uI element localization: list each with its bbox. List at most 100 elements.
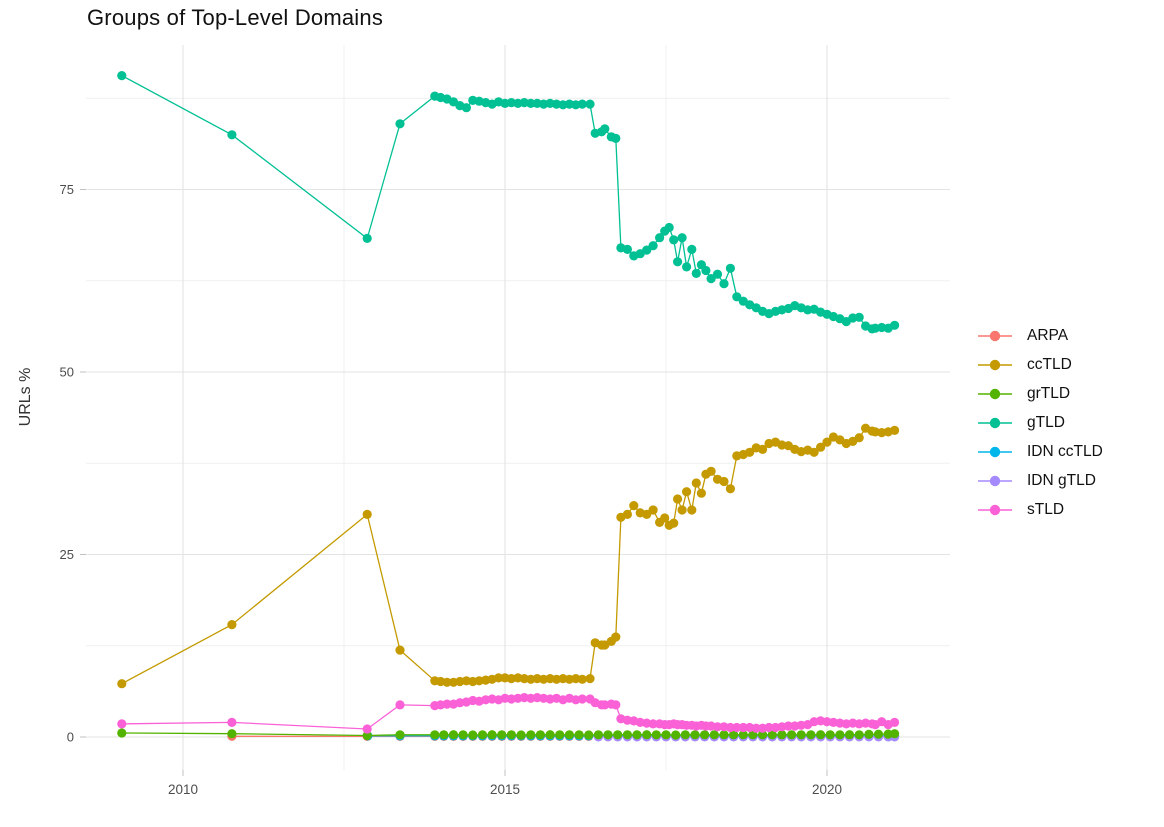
legend-key-icon: [978, 388, 1012, 399]
gridlines: [86, 45, 950, 770]
data-point: [468, 730, 478, 740]
data-point: [725, 263, 736, 273]
data-point: [822, 437, 832, 447]
data-point: [574, 730, 584, 740]
data-point: [669, 235, 679, 245]
data-point: [806, 730, 816, 740]
legend-label: grTLD: [1027, 384, 1071, 402]
data-point: [613, 730, 623, 740]
data-point: [732, 722, 742, 733]
series-grTLD: [117, 728, 900, 741]
data-point: [430, 730, 440, 740]
data-point: [362, 233, 372, 243]
data-point: [816, 730, 826, 740]
data-point: [395, 119, 405, 129]
data-point: [864, 729, 874, 740]
legend-key-icon: [978, 417, 1012, 428]
data-point: [738, 722, 748, 733]
data-point: [706, 466, 716, 476]
series-sTLD: [117, 693, 900, 734]
legend: ARPA ccTLD grTLD gTLD IDN ccTLD IDN gTLD sTLD: [976, 321, 1103, 524]
legend-key-dot: [989, 417, 1001, 428]
data-point: [622, 244, 633, 254]
data-point: [719, 730, 729, 740]
data-point: [648, 505, 658, 515]
data-point: [227, 717, 237, 728]
legend-key-dot: [989, 504, 1001, 515]
data-point: [648, 719, 658, 729]
data-point: [796, 730, 806, 740]
data-point: [439, 730, 449, 740]
data-point: [227, 130, 237, 140]
data-point: [738, 730, 748, 740]
legend-key-icon: [978, 330, 1012, 341]
data-point: [844, 730, 855, 740]
chart-title: Groups of Top-Level Domains: [87, 5, 384, 30]
data-point: [622, 730, 633, 740]
data-point: [732, 292, 742, 302]
data-point: [664, 222, 674, 233]
y-tick-label: 50: [60, 365, 74, 380]
data-point: [873, 729, 884, 739]
data-point: [577, 694, 587, 704]
y-tick-label: 75: [60, 182, 74, 197]
data-point: [854, 312, 864, 322]
data-point: [642, 509, 652, 519]
data-point: [651, 730, 661, 740]
legend-label: ccTLD: [1027, 355, 1072, 373]
data-point: [767, 730, 777, 740]
data-point: [691, 268, 701, 278]
data-point: [661, 730, 671, 740]
legend-key-icon: [978, 446, 1012, 457]
data-point: [526, 730, 536, 740]
data-point: [758, 444, 768, 454]
axes: 0 25 50 75 2010 2015 2020: [60, 182, 842, 797]
data-point: [729, 730, 739, 740]
data-point: [577, 99, 587, 109]
legend-item-ccTLD: ccTLD: [976, 350, 1103, 379]
y-tick-label: 0: [67, 730, 74, 745]
data-point: [648, 241, 658, 251]
data-point: [677, 505, 687, 515]
legend-key-icon: [978, 359, 1012, 370]
data-point: [680, 730, 690, 740]
data-point: [706, 274, 716, 284]
data-point: [564, 730, 575, 740]
x-tick-label: 2020: [812, 782, 842, 797]
data-point: [764, 722, 774, 733]
data-point: [227, 620, 237, 630]
data-point: [673, 494, 683, 504]
data-point: [516, 730, 526, 740]
legend-label: gTLD: [1027, 413, 1065, 431]
data-point: [611, 700, 621, 710]
data-point: [497, 730, 507, 740]
legend-label: sTLD: [1027, 500, 1065, 518]
data-point: [854, 433, 864, 443]
data-point: [719, 279, 729, 289]
data-point: [555, 730, 565, 740]
legend-key-dot: [989, 330, 1001, 341]
data-point: [725, 722, 736, 733]
data-point: [395, 645, 405, 655]
data-point: [117, 679, 127, 689]
data-point: [117, 71, 127, 81]
data-point: [655, 233, 665, 243]
legend-key-dot: [989, 446, 1001, 457]
data-point: [395, 700, 405, 710]
data-point: [890, 729, 900, 739]
legend-item-IDN-gTLD: IDN gTLD: [976, 466, 1103, 495]
data-point: [117, 719, 127, 729]
data-point: [745, 447, 755, 457]
data-point: [677, 233, 687, 243]
data-point: [725, 484, 736, 494]
data-point: [448, 730, 459, 740]
data-point: [642, 730, 652, 740]
data-point: [362, 509, 372, 519]
data-point: [751, 723, 761, 733]
data-point: [494, 673, 504, 683]
data-point: [362, 730, 372, 741]
data-point: [642, 245, 652, 255]
series-ccTLD: [117, 423, 900, 689]
data-point: [632, 730, 642, 740]
data-point: [712, 722, 723, 732]
